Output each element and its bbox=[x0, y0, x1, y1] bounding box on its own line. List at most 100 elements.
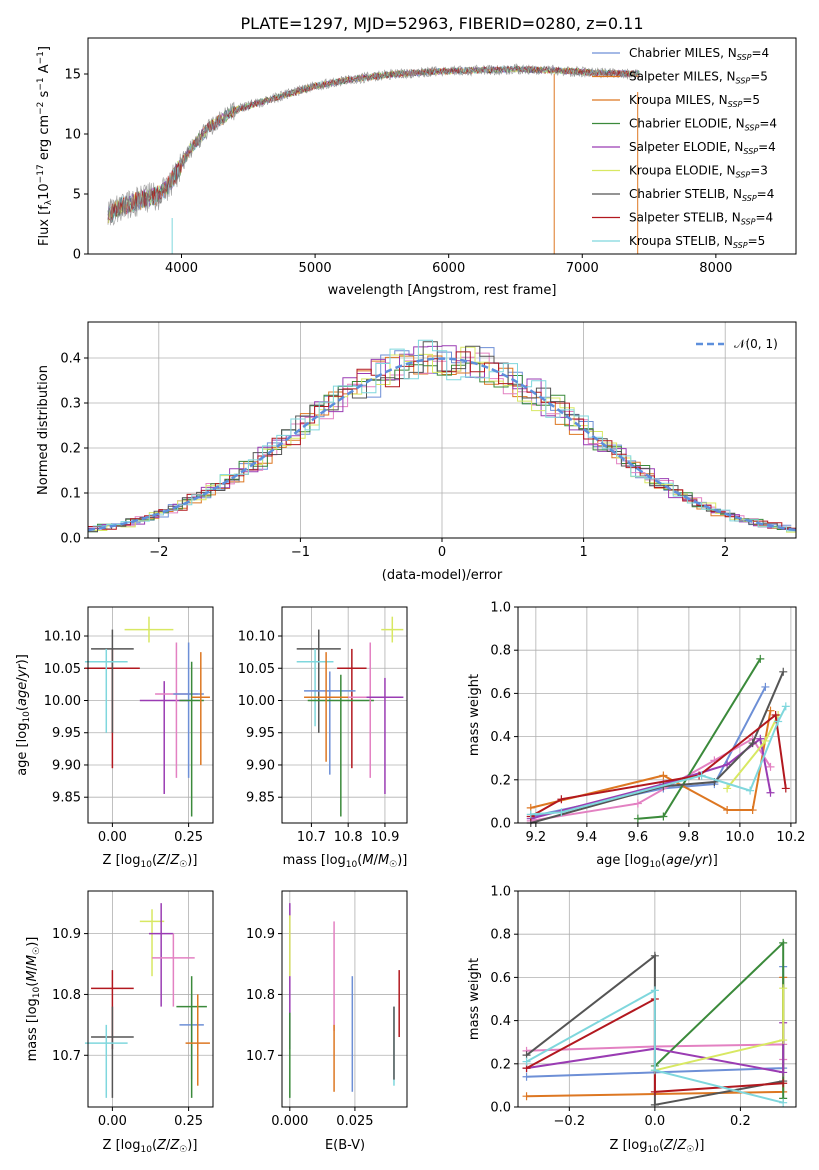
age-vs-metallicity-x-tick-label: 0.00 bbox=[98, 830, 127, 845]
mass-weight-vs-metallicity-point-marker bbox=[779, 1036, 788, 1045]
spectrum-title: PLATE=1297, MJD=52963, FIBERID=0280, z=0… bbox=[240, 14, 643, 33]
mass-weight-vs-metallicity-frame bbox=[517, 890, 797, 1108]
age-vs-metallicity-y-tick-label: 9.90 bbox=[52, 758, 81, 773]
age-vs-metallicity-panel: 0.00 0.25 9.85 9.90 9.95 10.00 10.05 10.10 Z [l… bbox=[15, 606, 214, 870]
mass-weight-vs-age-point-marker bbox=[766, 788, 775, 797]
mass-weight-vs-metallicity-y-tick-label: 1.0 bbox=[490, 885, 511, 900]
mass-weight-vs-metallicity-y-tick-label: 0.0 bbox=[490, 1101, 511, 1116]
spectrum-x-tick-label: 5000 bbox=[299, 261, 332, 276]
mass-weight-vs-metallicity-y-tick-label: 0.8 bbox=[490, 928, 511, 943]
age-vs-metallicity-y-tick-label: 10.05 bbox=[44, 662, 81, 677]
mass-weight-vs-age-point-marker bbox=[526, 810, 535, 819]
mass-weight-vs-age-point-marker bbox=[761, 682, 770, 691]
mass-weight-vs-metallicity-x-tick-label: 0.2 bbox=[730, 1114, 751, 1129]
mass-weight-vs-metallicity-point-marker bbox=[650, 986, 659, 995]
mass-weight-vs-metallicity-x-label: Z [log10(Z/Z☉)] bbox=[610, 1138, 705, 1155]
histogram-y-tick-label: 0.2 bbox=[60, 442, 81, 457]
spectrum-legend-label: Kroupa STELIB, NSSP=5 bbox=[629, 234, 765, 250]
mass-weight-vs-age-x-tick-label: 9.6 bbox=[628, 830, 649, 845]
age-vs-metallicity-y-tick-label: 9.85 bbox=[52, 791, 81, 806]
histogram-legend: 𝒩(0, 1) bbox=[696, 337, 778, 351]
histogram-x-tick-label: −2 bbox=[149, 545, 168, 560]
mass-weight-vs-age-point-marker bbox=[746, 786, 755, 795]
age-vs-mass-x-label: mass [log10(M/M☉)] bbox=[283, 853, 408, 870]
mass-weight-vs-metallicity-panel: −0.2 0.0 0.2 0.0 0.2 0.4 0.6 0.8 1.0 Z [log10(Z/… bbox=[467, 885, 797, 1155]
spectrum-y-tick-label: 5 bbox=[73, 188, 81, 203]
histogram-axes-frame bbox=[87, 321, 797, 539]
histogram-x-tick-label: 2 bbox=[721, 545, 729, 560]
histogram-y-tick-label: 0.0 bbox=[60, 532, 81, 547]
age-vs-metallicity-x-label: Z [log10(Z/Z☉)] bbox=[103, 853, 198, 870]
mass-weight-vs-metallicity-point-marker bbox=[779, 1098, 788, 1107]
mass-weight-vs-age-point-marker bbox=[723, 760, 732, 769]
mass-weight-vs-age-x-tick-label: 9.2 bbox=[526, 830, 547, 845]
mass-vs-metallicity-frame bbox=[87, 890, 214, 1108]
age-vs-mass-frame bbox=[281, 606, 408, 824]
mass-vs-extinction-y-tick-label: 10.7 bbox=[246, 1049, 275, 1064]
mass-vs-extinction-panel: 0.000 0.025 10.7 10.8 10.9 E(B-V) bbox=[246, 890, 408, 1153]
mass-weight-vs-metallicity-point-marker bbox=[650, 951, 659, 960]
mass-weight-vs-metallicity-y-tick-label: 0.4 bbox=[490, 1014, 511, 1029]
age-vs-mass-x-tick-label: 10.7 bbox=[297, 830, 326, 845]
mass-weight-vs-age-panel: 9.2 9.4 9.6 9.8 10.0 10.2 0.0 0.2 0.4 0.6 0.8 1.0 a… bbox=[467, 601, 805, 871]
age-vs-metallicity-frame bbox=[87, 606, 214, 824]
histogram-x-label: (data-model)/error bbox=[382, 568, 503, 583]
mass-weight-vs-age-x-tick-label: 9.8 bbox=[679, 830, 700, 845]
mass-weight-vs-age-y-tick-label: 0.8 bbox=[490, 644, 511, 659]
mass-vs-metallicity-y-tick-label: 10.7 bbox=[52, 1049, 81, 1064]
mass-vs-metallicity-y-label: mass [log10(M/M☉)] bbox=[25, 937, 42, 1062]
mass-weight-vs-age-point-marker bbox=[723, 806, 732, 815]
mass-weight-vs-metallicity-series-line bbox=[526, 1022, 785, 1074]
mass-weight-vs-age-point-marker bbox=[774, 717, 783, 726]
mass-vs-metallicity-x-tick-label: 0.25 bbox=[174, 1114, 203, 1129]
mass-weight-vs-age-point-marker bbox=[771, 711, 780, 719]
spectrum-legend-label: Chabrier STELIB, NSSP=4 bbox=[629, 187, 774, 203]
mass-weight-vs-age-y-tick-label: 0.2 bbox=[490, 773, 511, 788]
mass-vs-extinction-x-tick-label: 0.000 bbox=[271, 1114, 308, 1129]
spectrum-legend-label: Salpeter ELODIE, NSSP=4 bbox=[629, 140, 776, 156]
spectrum-x-label: wavelength [Angstrom, rest frame] bbox=[328, 283, 557, 298]
spectrum-y-tick-label: 15 bbox=[64, 68, 81, 83]
age-vs-mass-y-tick-label: 9.85 bbox=[246, 791, 275, 806]
mass-weight-vs-age-point-marker bbox=[557, 808, 566, 817]
spectrum-x-tick-label: 6000 bbox=[432, 261, 465, 276]
mass-weight-vs-age-point-marker bbox=[748, 806, 757, 815]
spectrum-y-tick-label: 10 bbox=[64, 128, 81, 143]
spectrum-legend-label: Salpeter MILES, NSSP=5 bbox=[629, 70, 768, 86]
mass-weight-vs-age-x-tick-label: 9.4 bbox=[577, 830, 598, 845]
mass-weight-vs-age-point-marker bbox=[633, 814, 642, 823]
residual-histogram-panel: −2 −1 0 1 2 0.0 0.1 0.2 0.3 0.4 (data-model)/erro… bbox=[36, 321, 797, 583]
spectrum-model-line bbox=[107, 63, 640, 226]
mass-weight-vs-metallicity-point-marker bbox=[650, 1087, 659, 1096]
mass-vs-metallicity-panel: 0.00 0.25 10.7 10.8 10.9 Z [log10(Z/Z☉)] mas… bbox=[25, 890, 214, 1155]
mass-weight-vs-metallicity-point-marker bbox=[650, 1066, 659, 1075]
mass-weight-vs-metallicity-point-marker bbox=[650, 1100, 659, 1109]
age-vs-mass-panel: 10.7 10.8 10.99.859.909.9510.0010.0510.10 … bbox=[238, 606, 408, 870]
histogram-step-line bbox=[88, 345, 796, 530]
mass-weight-vs-age-x-tick-label: 10.0 bbox=[725, 830, 754, 845]
mass-weight-vs-age-point-marker bbox=[557, 795, 566, 804]
histogram-x-tick-label: −1 bbox=[291, 545, 310, 560]
age-vs-metallicity-y-tick-label: 10.10 bbox=[44, 630, 81, 645]
mass-vs-metallicity-y-tick-label: 10.8 bbox=[52, 988, 81, 1003]
histogram-step-line bbox=[88, 351, 796, 530]
histogram-y-label: Normed distribution bbox=[36, 365, 51, 495]
mass-weight-vs-age-y-tick-label: 0.4 bbox=[490, 730, 511, 745]
age-vs-mass-x-tick-label: 10.9 bbox=[370, 830, 399, 845]
spectrum-x-tick-label: 4000 bbox=[165, 261, 198, 276]
mass-vs-extinction-x-label: E(B-V) bbox=[325, 1138, 365, 1153]
normal-distribution-curve bbox=[87, 357, 797, 532]
spectrum-legend-label: Chabrier MILES, NSSP=4 bbox=[629, 46, 769, 62]
mass-weight-vs-age-y-label: mass weight bbox=[467, 674, 482, 756]
age-vs-mass-y-tick-label: 10.05 bbox=[238, 662, 275, 677]
histogram-y-tick-label: 0.3 bbox=[60, 397, 81, 412]
histogram-x-tick-label: 1 bbox=[579, 545, 587, 560]
mass-weight-vs-age-y-tick-label: 0.0 bbox=[490, 817, 511, 832]
histogram-step-line bbox=[88, 341, 792, 533]
mass-weight-vs-metallicity-series-line bbox=[526, 988, 784, 1104]
age-vs-mass-y-tick-label: 9.90 bbox=[246, 758, 275, 773]
age-vs-mass-x-tick-label: 10.8 bbox=[334, 830, 363, 845]
mass-weight-vs-metallicity-point-marker bbox=[779, 1079, 788, 1088]
mass-weight-vs-age-point-marker bbox=[766, 706, 775, 715]
